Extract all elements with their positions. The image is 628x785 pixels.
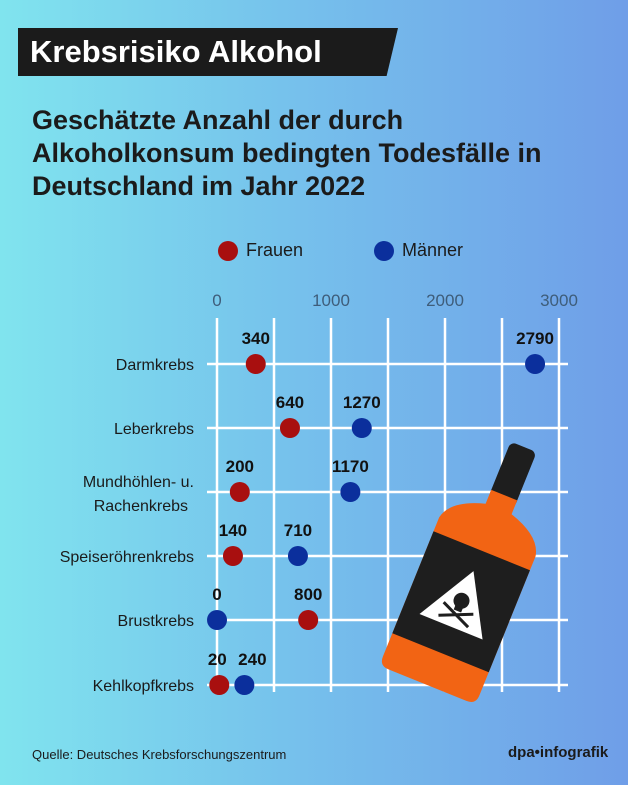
legend-dot-maenner (374, 240, 394, 261)
data-label: 0 (212, 585, 221, 604)
category-label: Darmkrebs (116, 357, 194, 374)
data-point-maenner (234, 675, 255, 695)
kicker-box: Krebsrisiko Alkohol (18, 28, 398, 76)
category-label: Leberkrebs (114, 421, 194, 438)
category-label: Brustkrebs (118, 613, 194, 630)
x-tick-label: 2000 (426, 291, 464, 310)
data-label: 240 (238, 650, 266, 669)
legend-label: Männer (402, 240, 464, 260)
category-label: Kehlkopfkrebs (93, 678, 194, 695)
data-label: 710 (284, 521, 312, 540)
bottle-neck (490, 443, 535, 506)
data-label: 340 (242, 329, 270, 348)
x-tick-label: 3000 (540, 291, 578, 310)
data-point-frauen (298, 610, 319, 630)
category-label: Rachenkrebs (94, 498, 188, 515)
legend-frauen: Frauen (218, 240, 303, 261)
data-point-maenner (525, 354, 546, 374)
data-point-maenner (340, 482, 361, 502)
data-point-maenner (351, 418, 372, 438)
data-label: 200 (226, 457, 254, 476)
data-label: 1270 (343, 393, 381, 412)
data-point-maenner (207, 610, 227, 630)
chart-title: Geschätzte Anzahl der durch Alkoholkonsu… (32, 105, 542, 201)
x-tick-label: 1000 (312, 291, 350, 310)
legend-dot-frauen (218, 240, 238, 261)
data-point-frauen (222, 546, 243, 566)
data-point-frauen (209, 675, 230, 695)
skull-crossbones-icon (438, 592, 474, 629)
data-point-frauen (229, 482, 250, 502)
source: Quelle: Deutsches Krebsforschungszentrum (32, 747, 287, 762)
data-point-frauen (245, 354, 266, 374)
legend-maenner: Männer (374, 240, 463, 261)
category-label: Speiseröhrenkrebs (60, 549, 194, 566)
data-label: 640 (276, 393, 304, 412)
legend-label: Frauen (246, 240, 304, 260)
dpa-logo: dpa•infografik (508, 744, 609, 761)
data-label: 800 (294, 585, 322, 604)
warning-triangle (419, 571, 483, 640)
data-label: 140 (219, 521, 247, 540)
category-label: Mundhöhlen- u. (83, 474, 194, 491)
data-point-maenner (287, 546, 308, 566)
data-label: 2790 (516, 329, 554, 348)
x-tick-label: 0 (212, 291, 221, 310)
data-label: 20 (208, 650, 227, 669)
data-point-frauen (279, 418, 300, 438)
data-label: 1170 (332, 457, 369, 476)
kicker: Krebsrisiko Alkohol (30, 34, 322, 69)
